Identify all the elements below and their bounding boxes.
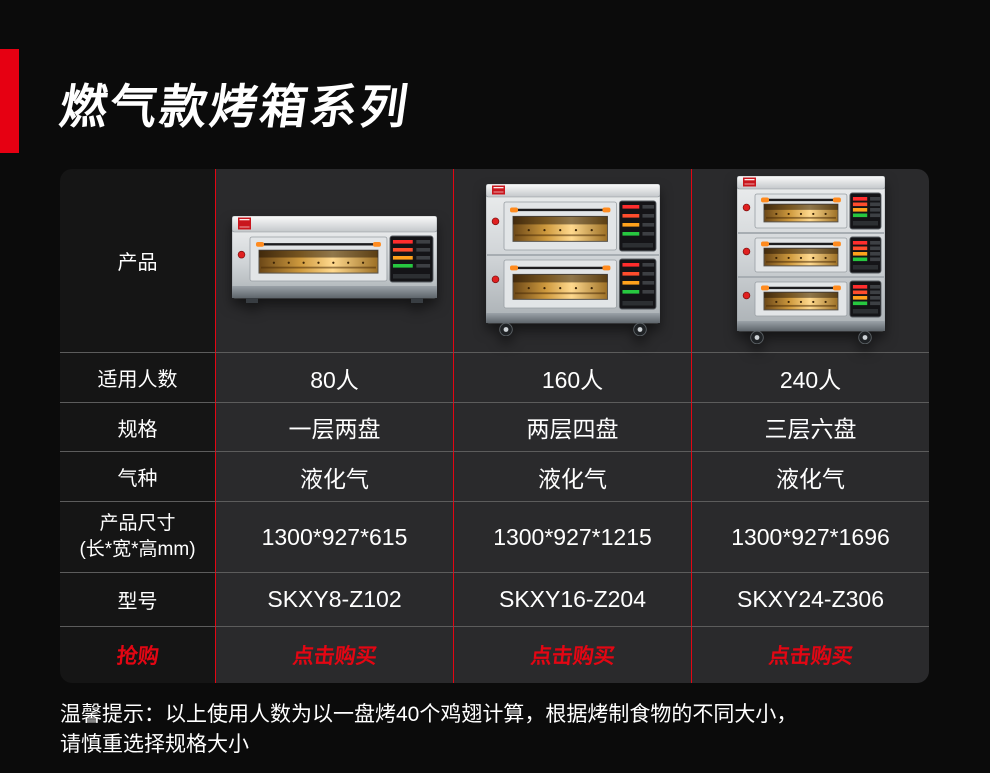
product-cell-1 — [215, 169, 453, 352]
model-value-2: SKXY16-Z204 — [453, 572, 691, 626]
row-label-gas: 气种 — [60, 451, 215, 501]
row-label-capacity: 适用人数 — [60, 352, 215, 402]
size-label-line2: (长*宽*高mm) — [79, 539, 196, 560]
gas-value-1: 液化气 — [215, 451, 453, 501]
size-value-2: 1300*927*1215 — [453, 501, 691, 572]
size-value-1: 1300*927*615 — [215, 501, 453, 572]
page-title: 燃气款烤箱系列 — [56, 80, 415, 133]
spec-value-2: 两层四盘 — [453, 402, 691, 451]
gas-value-3: 液化气 — [691, 451, 929, 501]
row-label-product: 产品 — [60, 169, 215, 352]
notice-line-2: 请慎重选择规格大小 — [60, 733, 249, 756]
notice-text: 温馨提示：以上使用人数为以一盘烤40个鸡翅计算，根据烤制食物的不同大小， 请慎重… — [60, 700, 940, 760]
buy-link-2[interactable]: 点击购买 — [453, 626, 691, 683]
row-label-buy: 抢购 — [60, 626, 215, 683]
model-value-1: SKXY8-Z102 — [215, 572, 453, 626]
oven-image-single-deck — [231, 215, 438, 310]
product-comparison-table: 产品 — [60, 169, 929, 683]
row-label-model: 型号 — [60, 572, 215, 626]
spec-value-3: 三层六盘 — [691, 402, 929, 451]
capacity-value-3: 240人 — [691, 352, 929, 402]
row-label-spec: 规格 — [60, 402, 215, 451]
gas-value-2: 液化气 — [453, 451, 691, 501]
product-cell-3 — [691, 169, 929, 352]
oven-image-triple-deck — [736, 175, 885, 350]
buy-link-1[interactable]: 点击购买 — [215, 626, 453, 683]
row-label-size: 产品尺寸 (长*宽*高mm) — [60, 501, 215, 572]
accent-bar — [0, 49, 19, 153]
oven-image-double-deck — [485, 183, 660, 342]
model-value-3: SKXY24-Z306 — [691, 572, 929, 626]
buy-link-3[interactable]: 点击购买 — [691, 626, 929, 683]
spec-value-1: 一层两盘 — [215, 402, 453, 451]
notice-line-1: 温馨提示：以上使用人数为以一盘烤40个鸡翅计算，根据烤制食物的不同大小， — [60, 703, 798, 726]
size-label-line1: 产品尺寸 — [99, 513, 176, 534]
product-cell-2 — [453, 169, 691, 352]
size-value-3: 1300*927*1696 — [691, 501, 929, 572]
capacity-value-1: 80人 — [215, 352, 453, 402]
capacity-value-2: 160人 — [453, 352, 691, 402]
